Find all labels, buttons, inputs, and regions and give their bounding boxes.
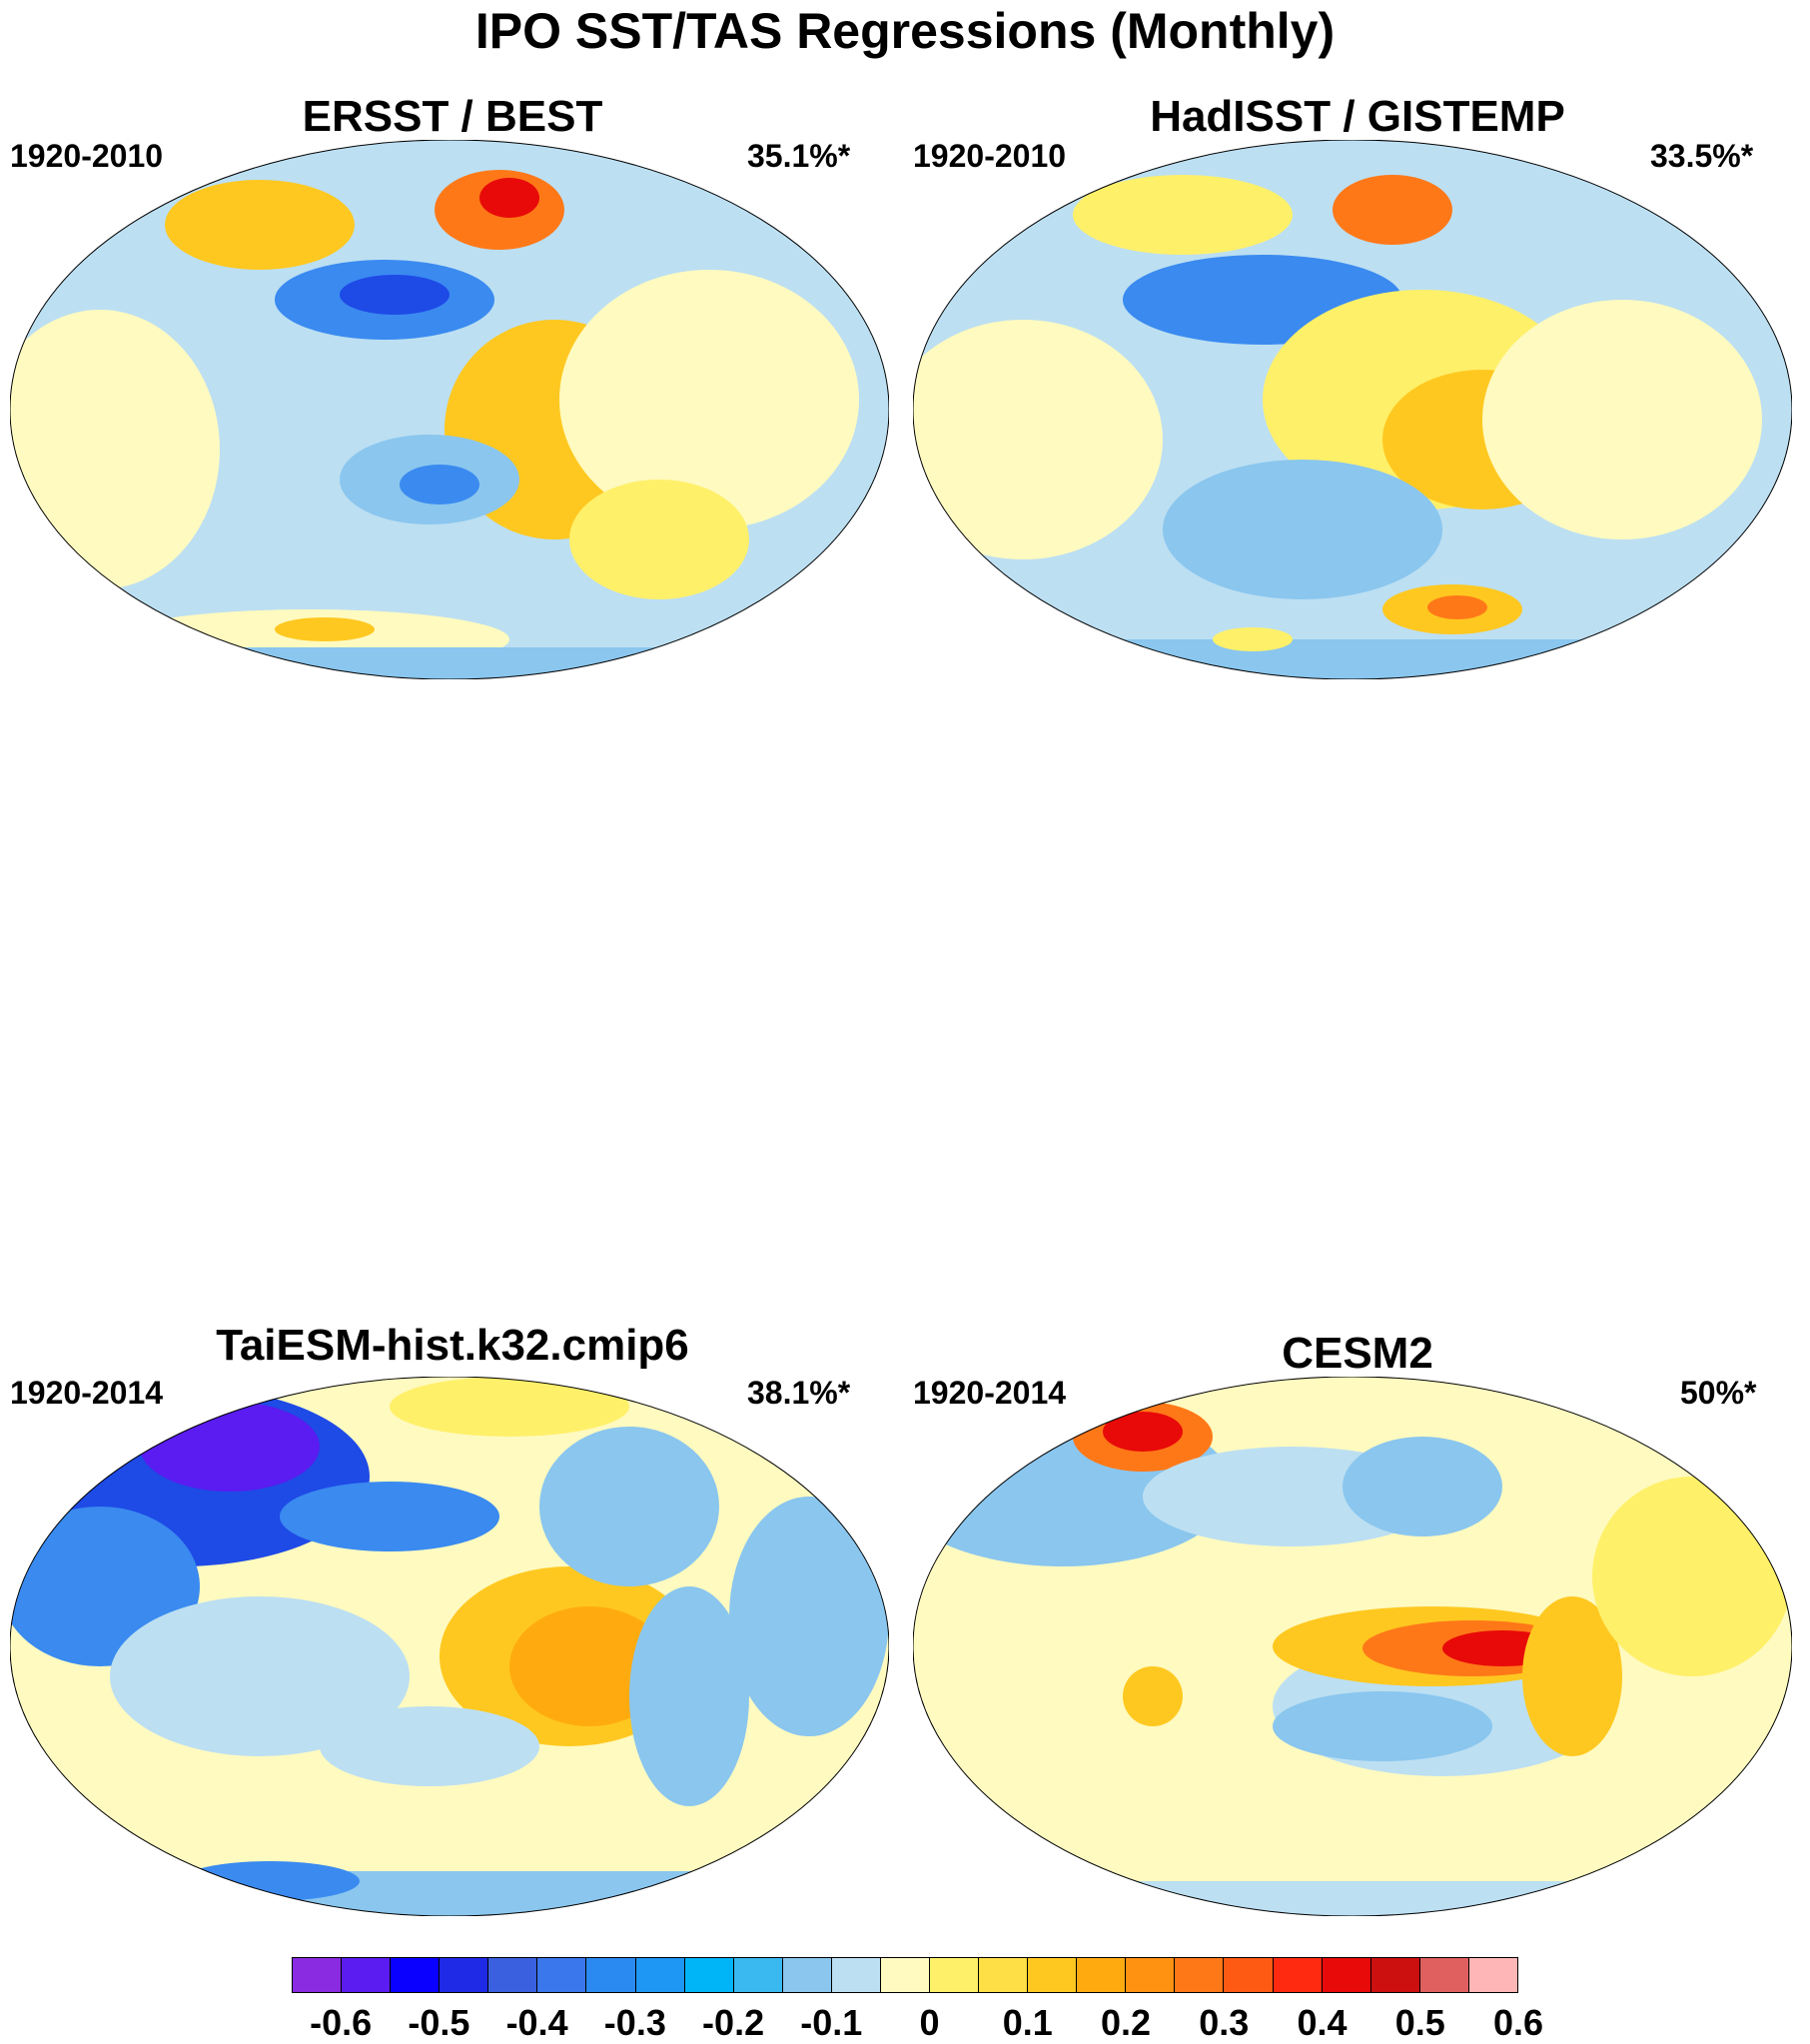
colorbar-swatch	[635, 1958, 685, 1992]
colorbar-swatch	[733, 1958, 783, 1992]
colorbar-tick-label: -0.3	[603, 2002, 666, 2043]
panel-variance-taiesm: 38.1%*	[747, 1375, 851, 1411]
panel-period-ersst: 1920-2010	[10, 138, 164, 174]
map-cesm2	[913, 1377, 1792, 1916]
colorbar-tick-label: -0.4	[505, 2002, 568, 2043]
colorbar-swatch	[586, 1958, 636, 1992]
colorbar-swatch	[488, 1958, 538, 1992]
panel-title-cesm2: CESM2	[1282, 1329, 1433, 1378]
colorbar-swatch	[342, 1958, 392, 1992]
colorbar-tick-label: -0.2	[702, 2002, 765, 2043]
colorbar	[292, 1957, 1518, 1993]
colorbar-tick-label: 0.3	[1199, 2002, 1250, 2043]
panel-variance-ersst: 35.1%*	[747, 138, 851, 174]
colorbar-swatch	[391, 1958, 441, 1992]
colorbar-swatch	[1419, 1958, 1469, 1992]
colorbar-swatch	[1077, 1958, 1127, 1992]
map-taiesm	[10, 1377, 889, 1916]
panel-period-hadisst: 1920-2010	[913, 138, 1067, 174]
colorbar-tick-label: 0.5	[1394, 2002, 1445, 2043]
map-ersst	[10, 140, 889, 679]
colorbar-tick-label: -0.5	[408, 2002, 470, 2043]
colorbar-tick-label: 0.6	[1492, 2002, 1544, 2043]
panel-title-ersst: ERSST / BEST	[302, 92, 603, 141]
colorbar-swatch	[831, 1958, 881, 1992]
colorbar-swatch	[979, 1958, 1029, 1992]
colorbar-swatch	[1175, 1958, 1225, 1992]
colorbar-tick-label: -0.1	[800, 2002, 863, 2043]
colorbar-tick-label: 0.2	[1101, 2002, 1152, 2043]
panel-title-hadisst: HadISST / GISTEMP	[1150, 92, 1565, 141]
colorbar-swatch	[782, 1958, 832, 1992]
colorbar-swatch	[1028, 1958, 1078, 1992]
colorbar-swatch	[1224, 1958, 1274, 1992]
colorbar-swatch	[440, 1958, 489, 1992]
colorbar-swatch	[1273, 1958, 1323, 1992]
panel-period-taiesm: 1920-2014	[10, 1375, 164, 1411]
colorbar-swatch	[1126, 1958, 1176, 1992]
colorbar-swatch	[684, 1958, 734, 1992]
figure-title: IPO SST/TAS Regressions (Monthly)	[474, 3, 1336, 59]
colorbar-tick-label: 0	[919, 2002, 940, 2043]
colorbar-swatch	[1370, 1958, 1420, 1992]
colorbar-swatch	[930, 1958, 980, 1992]
panel-period-cesm2: 1920-2014	[913, 1375, 1067, 1411]
colorbar-swatch	[1468, 1958, 1517, 1992]
colorbar-tick-label: 0.4	[1297, 2002, 1348, 2043]
colorbar-swatch	[537, 1958, 587, 1992]
panel-variance-hadisst: 33.5%*	[1650, 138, 1754, 174]
colorbar-tick-label: 0.1	[1002, 2002, 1053, 2043]
panel-title-taiesm: TaiESM-hist.k32.cmip6	[216, 1321, 689, 1370]
colorbar-swatch	[1322, 1958, 1371, 1992]
colorbar-swatch	[293, 1958, 343, 1992]
colorbar-swatch	[880, 1958, 931, 1992]
map-hadisst	[913, 140, 1792, 679]
panel-variance-cesm2: 50%*	[1680, 1375, 1757, 1411]
colorbar-tick-label: -0.6	[310, 2002, 373, 2043]
